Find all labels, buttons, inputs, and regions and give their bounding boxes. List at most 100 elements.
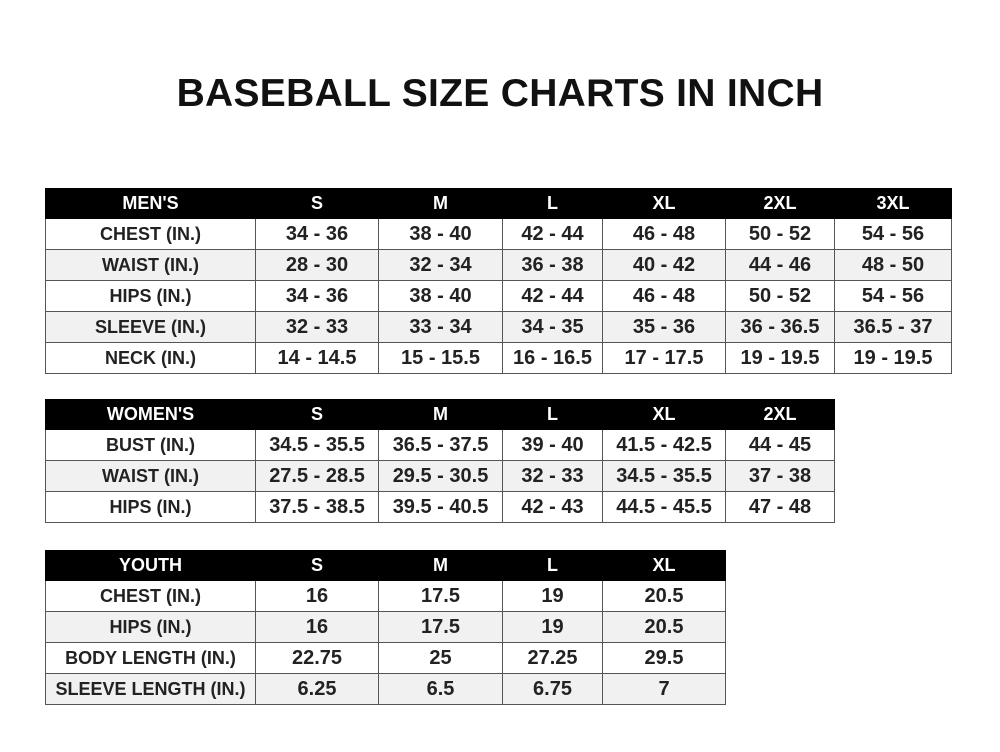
table-row: NECK (IN.) 14 - 14.5 15 - 15.5 16 - 16.5 17 …	[45, 342, 952, 374]
size-value: 50 - 52	[725, 280, 835, 312]
size-header: XL	[602, 399, 726, 430]
size-value: 48 - 50	[834, 249, 952, 281]
table-header-row: YOUTH S M L XL	[45, 550, 726, 581]
size-value: 34 - 36	[255, 218, 379, 250]
size-header: M	[378, 550, 503, 581]
size-header: L	[502, 188, 603, 219]
table-row: CHEST (IN.) 16 17.5 19 20.5	[45, 580, 726, 612]
size-header: XL	[602, 188, 726, 219]
table-row: SLEEVE (IN.) 32 - 33 33 - 34 34 - 35 35 - 36…	[45, 311, 952, 343]
measurement-label: BODY LENGTH (IN.)	[45, 642, 256, 674]
table-header-row: MEN'S S M L XL 2XL 3XL	[45, 188, 952, 219]
table-row: HIPS (IN.) 37.5 - 38.5 39.5 - 40.5 42 - 43 4…	[45, 491, 835, 523]
size-value: 42 - 44	[502, 280, 603, 312]
size-value: 7	[602, 673, 726, 705]
size-header: XL	[602, 550, 726, 581]
size-value: 47 - 48	[725, 491, 835, 523]
size-value: 29.5	[602, 642, 726, 674]
category-header: YOUTH	[45, 550, 256, 581]
size-value: 38 - 40	[378, 218, 503, 250]
size-value: 34.5 - 35.5	[255, 429, 379, 461]
measurement-label: HIPS (IN.)	[45, 491, 256, 523]
size-value: 16	[255, 580, 379, 612]
size-value: 27.5 - 28.5	[255, 460, 379, 492]
size-value: 6.5	[378, 673, 503, 705]
size-header: S	[255, 188, 379, 219]
size-value: 25	[378, 642, 503, 674]
table-row: HIPS (IN.) 16 17.5 19 20.5	[45, 611, 726, 643]
size-value: 36 - 38	[502, 249, 603, 281]
size-value: 16 - 16.5	[502, 342, 603, 374]
size-value: 20.5	[602, 580, 726, 612]
size-header: L	[502, 550, 603, 581]
size-value: 44.5 - 45.5	[602, 491, 726, 523]
table-row: SLEEVE LENGTH (IN.) 6.25 6.5 6.75 7	[45, 673, 726, 705]
measurement-label: BUST (IN.)	[45, 429, 256, 461]
measurement-label: HIPS (IN.)	[45, 280, 256, 312]
table-row: BODY LENGTH (IN.) 22.75 25 27.25 29.5	[45, 642, 726, 674]
size-value: 35 - 36	[602, 311, 726, 343]
size-value: 17 - 17.5	[602, 342, 726, 374]
size-value: 27.25	[502, 642, 603, 674]
size-value: 33 - 34	[378, 311, 503, 343]
size-value: 42 - 44	[502, 218, 603, 250]
size-value: 6.75	[502, 673, 603, 705]
size-header: S	[255, 399, 379, 430]
womens-size-table: WOMEN'S S M L XL 2XL BUST (IN.) 34.5 - 35.5 36.5…	[45, 399, 835, 523]
size-value: 39 - 40	[502, 429, 603, 461]
size-value: 34 - 35	[502, 311, 603, 343]
size-value: 16	[255, 611, 379, 643]
size-value: 39.5 - 40.5	[378, 491, 503, 523]
measurement-label: SLEEVE LENGTH (IN.)	[45, 673, 256, 705]
size-value: 32 - 34	[378, 249, 503, 281]
table-row: WAIST (IN.) 27.5 - 28.5 29.5 - 30.5 32 - 33…	[45, 460, 835, 492]
size-value: 14 - 14.5	[255, 342, 379, 374]
size-value: 28 - 30	[255, 249, 379, 281]
size-value: 46 - 48	[602, 280, 726, 312]
size-value: 34 - 36	[255, 280, 379, 312]
size-value: 36 - 36.5	[725, 311, 835, 343]
size-value: 15 - 15.5	[378, 342, 503, 374]
size-value: 6.25	[255, 673, 379, 705]
size-value: 42 - 43	[502, 491, 603, 523]
size-value: 50 - 52	[725, 218, 835, 250]
size-value: 19	[502, 580, 603, 612]
size-value: 46 - 48	[602, 218, 726, 250]
size-header: L	[502, 399, 603, 430]
measurement-label: WAIST (IN.)	[45, 249, 256, 281]
size-header: 3XL	[834, 188, 952, 219]
mens-size-table: MEN'S S M L XL 2XL 3XL CHEST (IN.) 34 - 36 38 - 4…	[45, 188, 952, 374]
measurement-label: NECK (IN.)	[45, 342, 256, 374]
table-row: HIPS (IN.) 34 - 36 38 - 40 42 - 44 46 - 48 50…	[45, 280, 952, 312]
size-value: 20.5	[602, 611, 726, 643]
size-value: 36.5 - 37	[834, 311, 952, 343]
table-header-row: WOMEN'S S M L XL 2XL	[45, 399, 835, 430]
size-value: 38 - 40	[378, 280, 503, 312]
size-value: 17.5	[378, 611, 503, 643]
size-value: 36.5 - 37.5	[378, 429, 503, 461]
size-value: 44 - 45	[725, 429, 835, 461]
size-value: 41.5 - 42.5	[602, 429, 726, 461]
table-row: WAIST (IN.) 28 - 30 32 - 34 36 - 38 40 - 42 4…	[45, 249, 952, 281]
table-row: CHEST (IN.) 34 - 36 38 - 40 42 - 44 46 - 48 5…	[45, 218, 952, 250]
size-value: 37.5 - 38.5	[255, 491, 379, 523]
size-value: 32 - 33	[255, 311, 379, 343]
size-header: 2XL	[725, 399, 835, 430]
measurement-label: CHEST (IN.)	[45, 580, 256, 612]
size-value: 34.5 - 35.5	[602, 460, 726, 492]
table-row: BUST (IN.) 34.5 - 35.5 36.5 - 37.5 39 - 40 4…	[45, 429, 835, 461]
youth-size-table: YOUTH S M L XL CHEST (IN.) 16 17.5 19 20.5 HIPS (I…	[45, 550, 726, 705]
category-header: WOMEN'S	[45, 399, 256, 430]
measurement-label: HIPS (IN.)	[45, 611, 256, 643]
category-header: MEN'S	[45, 188, 256, 219]
size-value: 22.75	[255, 642, 379, 674]
size-value: 44 - 46	[725, 249, 835, 281]
size-value: 29.5 - 30.5	[378, 460, 503, 492]
size-value: 54 - 56	[834, 218, 952, 250]
measurement-label: WAIST (IN.)	[45, 460, 256, 492]
page-title: BASEBALL SIZE CHARTS IN INCH	[176, 72, 824, 115]
size-value: 19 - 19.5	[834, 342, 952, 374]
size-value: 19	[502, 611, 603, 643]
size-header: M	[378, 399, 503, 430]
size-header: 2XL	[725, 188, 835, 219]
